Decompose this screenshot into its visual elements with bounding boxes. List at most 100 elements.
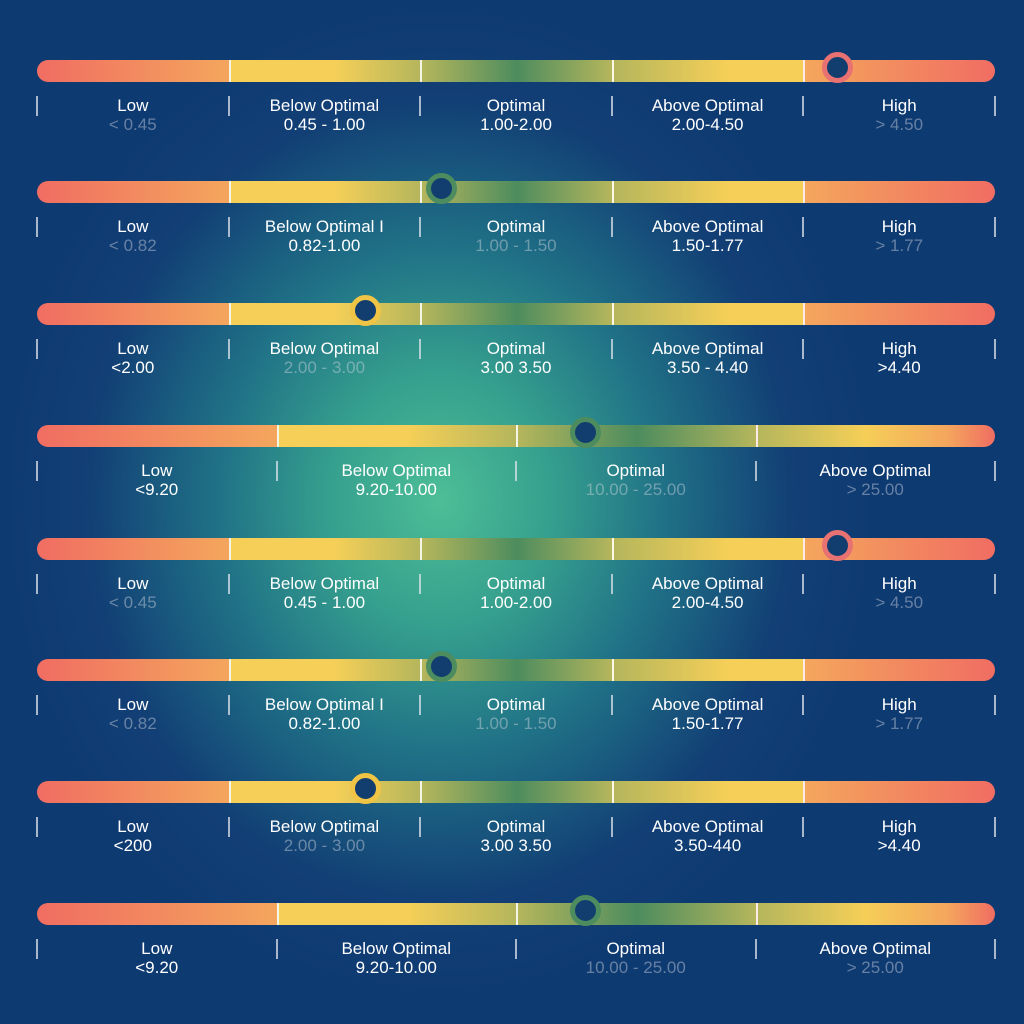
value-marker — [349, 773, 381, 804]
range-tick — [994, 96, 996, 116]
bar-segment-low — [37, 60, 229, 82]
segment-range: < 0.82 — [108, 236, 157, 255]
bar-segment-above — [755, 903, 995, 925]
segment-label: Low < 0.45 — [37, 96, 229, 134]
range-tick — [227, 339, 230, 359]
segment-range: < 0.82 — [108, 714, 157, 733]
range-tick — [36, 695, 38, 715]
segment-name: Low — [141, 461, 173, 480]
segment-label: High > 4.50 — [803, 96, 995, 134]
segment-range: 3.00 3.50 — [480, 358, 552, 377]
segment-name: Below Optimal — [269, 574, 380, 593]
range-tick — [610, 817, 613, 837]
segment-range: 0.45 - 1.00 — [283, 115, 366, 134]
range-scale: Low <9.20 Below Optimal 9.20-10.00 Optimal 10… — [0, 417, 1024, 535]
gradient-bar — [37, 659, 995, 681]
segment-range: 3.00 3.50 — [480, 836, 552, 855]
segment-name: Above Optimal — [819, 939, 932, 958]
segment-range: 0.82-1.00 — [288, 714, 361, 733]
segment-name: Below Optimal I — [264, 695, 384, 714]
segment-name: Above Optimal — [651, 96, 764, 115]
segment-name: Low — [117, 339, 149, 358]
bar-segment-below — [228, 781, 421, 803]
range-tick — [36, 817, 38, 837]
range-tick — [610, 574, 613, 594]
bar-segment-optimal — [420, 60, 612, 82]
segment-range: 1.00-2.00 — [480, 593, 552, 612]
segment-label: Low <9.20 — [61, 939, 253, 977]
segment-range: < 0.45 — [108, 593, 157, 612]
range-tick — [36, 96, 38, 116]
bar-segment-low — [37, 903, 277, 925]
segment-label: Low <2.00 — [37, 339, 229, 377]
bar-segment-low — [37, 659, 229, 681]
segment-range: 2.00 - 3.00 — [283, 358, 366, 377]
segment-range: >4.40 — [877, 358, 921, 377]
segment-range: > 25.00 — [846, 958, 904, 977]
segment-range: 2.00-4.50 — [671, 593, 744, 612]
segment-range: 1.50-1.77 — [671, 714, 744, 733]
range-tick — [610, 695, 613, 715]
segment-name: High — [881, 695, 917, 714]
segment-label: Optimal 3.00 3.50 — [420, 817, 612, 855]
segment-label: High > 1.77 — [803, 695, 995, 733]
bar-segment-below — [276, 903, 516, 925]
segment-name: Optimal — [486, 96, 546, 115]
segment-name: Optimal — [486, 817, 546, 836]
segment-name: High — [881, 574, 917, 593]
value-marker — [349, 295, 381, 326]
bar-segment-below — [228, 538, 421, 560]
segment-range: <200 — [113, 836, 152, 855]
range-tick — [227, 96, 230, 116]
gradient-bar — [37, 303, 995, 325]
segment-range: > 25.00 — [846, 480, 904, 499]
range-tick — [802, 339, 805, 359]
segment-range: 10.00 - 25.00 — [585, 480, 686, 499]
segment-label: Optimal 1.00 - 1.50 — [420, 695, 612, 733]
range-scale: Low < 0.45 Below Optimal 0.45 - 1.00 Optimal… — [0, 530, 1024, 648]
bar-segment-below — [228, 303, 421, 325]
range-tick — [36, 939, 38, 959]
bar-segment-below — [276, 425, 516, 447]
segment-label: Optimal 10.00 - 25.00 — [540, 461, 732, 499]
bar-segment-above — [611, 181, 804, 203]
segment-range: 2.00-4.50 — [671, 115, 744, 134]
range-tick — [227, 817, 230, 837]
range-tick — [36, 217, 38, 237]
segment-name: Above Optimal — [651, 695, 764, 714]
segment-name: Below Optimal — [269, 339, 380, 358]
segment-range: 1.00 - 1.50 — [475, 714, 557, 733]
segment-name: Optimal — [486, 695, 546, 714]
segment-label: Above Optimal 3.50 - 4.40 — [612, 339, 804, 377]
bar-segment-low — [37, 781, 229, 803]
segment-range: 10.00 - 25.00 — [585, 958, 686, 977]
segment-name: Below Optimal I — [264, 217, 384, 236]
segment-name: Below Optimal — [341, 461, 452, 480]
segment-range: >4.40 — [877, 836, 921, 855]
segment-label: Below Optimal 0.45 - 1.00 — [228, 96, 420, 134]
bar-segment-low — [37, 181, 229, 203]
value-marker — [569, 895, 601, 926]
range-tick — [994, 817, 996, 837]
range-tick — [802, 217, 805, 237]
segment-name: Below Optimal — [269, 96, 380, 115]
range-tick — [36, 339, 38, 359]
bar-segment-high — [803, 303, 995, 325]
value-marker — [821, 530, 853, 561]
segment-range: <2.00 — [111, 358, 155, 377]
segment-name: Low — [117, 96, 149, 115]
segment-range: < 0.45 — [108, 115, 157, 134]
range-tick — [227, 695, 230, 715]
segment-range: 0.45 - 1.00 — [283, 593, 366, 612]
value-marker — [426, 173, 458, 204]
segment-label: Optimal 10.00 - 25.00 — [540, 939, 732, 977]
segment-label: Low < 0.82 — [37, 695, 229, 733]
segment-range: > 1.77 — [875, 714, 924, 733]
segment-label: Above Optimal 2.00-4.50 — [612, 96, 804, 134]
segment-range: 3.50 - 4.40 — [666, 358, 749, 377]
segment-range: 9.20-10.00 — [355, 480, 437, 499]
gradient-bar — [37, 181, 995, 203]
range-scale: Low <2.00 Below Optimal 2.00 - 3.00 Optimal 3… — [0, 295, 1024, 413]
segment-label: Above Optimal > 25.00 — [779, 939, 971, 977]
bar-segment-above — [611, 303, 804, 325]
